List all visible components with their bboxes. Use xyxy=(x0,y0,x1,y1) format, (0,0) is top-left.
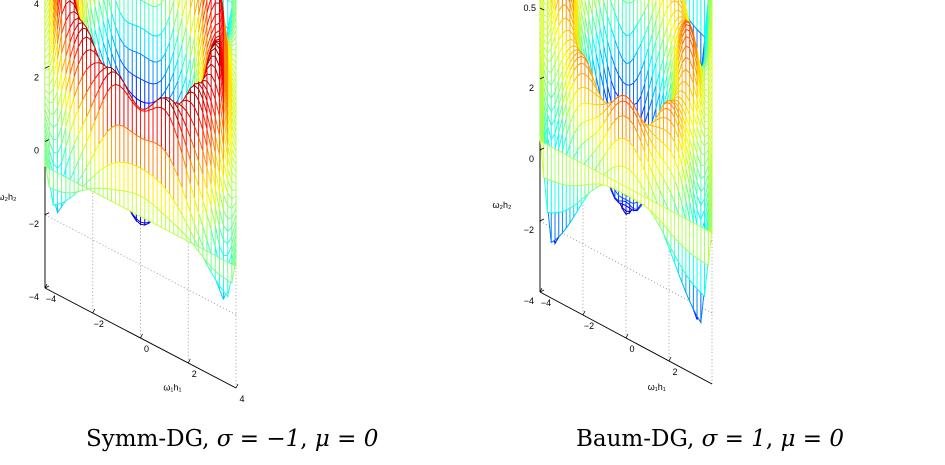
surface-mesh xyxy=(539,0,713,324)
y-tick-label: 4 xyxy=(34,0,39,9)
caption-sigma: σ = −1 xyxy=(216,426,301,452)
x-axis-label: ω₁h₁ xyxy=(648,382,666,392)
z-tick-label: 0.5 xyxy=(523,3,536,13)
caption-symm-dg: Symm-DG, σ = −1, μ = 0 xyxy=(86,426,379,452)
x-tick-label: 0 xyxy=(629,344,634,354)
caption-mu: μ = 0 xyxy=(314,426,379,452)
caption-baum-dg: Baum-DG, σ = 1, μ = 0 xyxy=(576,426,844,452)
caption-sigma: σ = 1 xyxy=(701,426,766,452)
y-axis-label: ω₂h₂ xyxy=(492,200,512,210)
y-tick-label: −4 xyxy=(524,296,534,306)
y-tick-label: 2 xyxy=(34,72,39,82)
tick-labels: 0.50.60.70.80.911.11.2−4−202−4−202ω₁h₁ω₂… xyxy=(492,3,677,392)
x-tick-label: 4 xyxy=(239,394,244,404)
y-tick-label: −4 xyxy=(29,292,39,302)
x-tick-label: 0 xyxy=(144,344,149,354)
x-tick-label: −4 xyxy=(541,298,551,308)
surface-plot-baum-dg: 0.50.60.70.80.911.11.2−4−202−4−202ω₁h₁ω₂… xyxy=(492,0,713,392)
y-tick-label: −2 xyxy=(524,225,534,235)
y-tick-label: 0 xyxy=(529,154,534,164)
y-tick-label: 2 xyxy=(529,83,534,93)
x-tick-label: −2 xyxy=(94,319,104,329)
x-tick-label: 2 xyxy=(192,369,197,379)
caption-mu: μ = 0 xyxy=(780,426,844,452)
tick-labels: 0.90.9511.051.11.151.21.25−4−2024−4−2024… xyxy=(0,0,245,404)
y-tick-label: 0 xyxy=(34,146,39,156)
x-tick-label: 2 xyxy=(672,367,677,377)
x-tick-label: −4 xyxy=(46,294,56,304)
x-axis-label: ω₁h₁ xyxy=(163,382,181,392)
surface-mesh xyxy=(44,0,237,300)
x-tick-label: −2 xyxy=(584,321,594,331)
y-tick-label: −2 xyxy=(29,219,39,229)
caption-method: Symm-DG xyxy=(86,426,203,452)
surface-plot-symm-dg: 0.90.9511.051.11.151.21.25−4−2024−4−2024… xyxy=(0,0,245,404)
y-axis-label: ω₂h₂ xyxy=(0,192,17,202)
caption-method: Baum-DG xyxy=(576,426,688,452)
